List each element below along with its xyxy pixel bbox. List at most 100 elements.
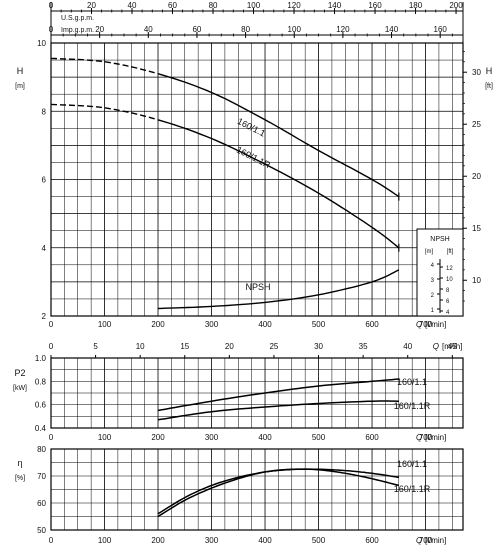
eff-x-tick-label: 700: [419, 536, 433, 545]
m3h-tick-label: 35: [359, 342, 368, 351]
power-x-tick-label: 200: [151, 433, 165, 442]
power-x-tick-label: 400: [258, 433, 272, 442]
m3h-axis-label: Q: [433, 342, 439, 351]
usgpm-tick-label: 160: [368, 1, 382, 10]
efficiency-panel-frame: [50, 448, 464, 531]
npsh-inset-m-label: 3: [431, 278, 435, 284]
impgpm-tick-label: 20: [95, 25, 104, 34]
power-x-axis-unit: [l/min]: [425, 433, 446, 442]
head-ft-tick-label: 15: [472, 224, 481, 233]
eff-x-tick-label: 0: [49, 536, 54, 545]
power-panel-frame: [50, 357, 464, 429]
power-x-axis-label: Q: [416, 433, 422, 442]
eff-y-tick-label: 60: [37, 499, 46, 508]
head-curve-160-1-1r: [157, 119, 400, 249]
head-ft-tick-label: 25: [472, 120, 481, 129]
head-y-tick-label: 6: [42, 176, 47, 185]
eff-x-tick-label: 300: [205, 536, 219, 545]
power-y-axis-label: P2: [14, 368, 25, 378]
impgpm-tick-label: 0: [49, 25, 54, 34]
npsh-inset-unit-ft: [ft]: [447, 249, 454, 255]
power-curve-160-1-1: [157, 378, 399, 412]
eff-x-tick-label: 200: [151, 536, 165, 545]
head-right-axis-unit: [ft]: [485, 83, 493, 90]
eff-y-tick-label: 50: [37, 526, 46, 535]
head-curve-160-1-1r-dashed: [50, 103, 159, 121]
eff-curve-160-1-1r: [157, 468, 399, 518]
eff-y-axis-label: η: [17, 458, 22, 468]
head-right-axis-label: H: [486, 66, 493, 76]
head-x-tick-label: 700: [419, 320, 433, 329]
usgpm-tick-label: 40: [128, 1, 137, 10]
power-y-tick-label: 0.4: [35, 424, 47, 433]
npsh-curve-label: NPSH: [245, 282, 270, 292]
eff-x-axis-label: Q: [416, 536, 422, 545]
npsh-inset-ft-label: 4: [446, 310, 450, 316]
head-x-tick-label: 600: [365, 320, 379, 329]
eff-y-tick-label: 70: [37, 472, 46, 481]
head-x-tick-label: 300: [205, 320, 219, 329]
npsh-inset-ft-label: 6: [446, 299, 450, 305]
power-x-tick-label: 700: [419, 433, 433, 442]
head-x-tick-label: 100: [98, 320, 112, 329]
eff-label-160-1-1: 160/1.1: [397, 459, 427, 469]
impgpm-tick-label: 80: [241, 25, 250, 34]
usgpm-tick-label: 0: [49, 1, 54, 10]
power-label-160-1-1: 160/1.1: [397, 377, 427, 387]
usgpm-tick-label: 180: [409, 1, 423, 10]
usgpm-axis-label: U.S.g.p.m.: [61, 15, 94, 22]
npsh-inset-unit-m: [m]: [425, 249, 434, 255]
power-x-tick-label: 500: [312, 433, 326, 442]
npsh-inset-m-label: 4: [431, 263, 435, 269]
head-x-tick-label: 0: [49, 320, 54, 329]
power-y-tick-label: 0.6: [35, 401, 47, 410]
power-y-tick-label: 1.0: [35, 354, 47, 363]
impgpm-tick-label: 160: [434, 25, 448, 34]
m3h-tick-label: 10: [136, 342, 145, 351]
power-y-tick-label: 0.8: [35, 377, 47, 386]
head-x-axis-label: Q: [416, 320, 422, 329]
power-label-160-1-1r: 160/1.1R: [394, 401, 431, 411]
npsh-inset-m-label: 2: [431, 293, 435, 299]
power-x-tick-label: 0: [49, 433, 54, 442]
npsh-inset-m-label: 1: [431, 308, 435, 314]
usgpm-tick-label: 200: [449, 1, 463, 10]
head-y-axis-label: H: [17, 66, 24, 76]
m3h-tick-label: 45: [448, 342, 457, 351]
head-y-tick-label: 2: [42, 312, 47, 321]
head-curve-160-1-1: [157, 73, 400, 198]
m3h-tick-label: 20: [225, 342, 234, 351]
usgpm-tick-label: 20: [87, 1, 96, 10]
usgpm-tick-label: 140: [328, 1, 342, 10]
m3h-tick-label: 25: [269, 342, 278, 351]
m3h-tick-label: 40: [403, 342, 412, 351]
eff-x-axis-unit: [l/min]: [425, 536, 446, 545]
head-y-tick-label: 10: [37, 39, 46, 48]
series-layer: [50, 57, 400, 518]
head-y-tick-label: 8: [42, 107, 47, 116]
head-x-tick-label: 200: [151, 320, 165, 329]
usgpm-tick-label: 80: [209, 1, 218, 10]
head-curve-label-160-1-1r: 160/1.1R: [235, 145, 273, 171]
impgpm-tick-label: 60: [192, 25, 201, 34]
power-curve-160-1-1r: [157, 400, 399, 421]
impgpm-tick-label: 100: [288, 25, 302, 34]
npsh-inset-ft-label: 8: [446, 288, 450, 294]
m3h-tick-label: 30: [314, 342, 323, 351]
usgpm-tick-label: 60: [168, 1, 177, 10]
head-x-axis-unit: [l/min]: [425, 320, 446, 329]
impgpm-axis-label: Imp.g.p.m.: [61, 27, 94, 34]
head-curve-160-1-1-dashed: [50, 57, 159, 75]
head-y-axis-unit: [m]: [15, 83, 25, 90]
eff-label-160-1-1r: 160/1.1R: [394, 484, 431, 494]
eff-x-tick-label: 500: [312, 536, 326, 545]
power-x-tick-label: 300: [205, 433, 219, 442]
usgpm-tick-label: 120: [287, 1, 301, 10]
usgpm-tick-label: 100: [247, 1, 261, 10]
npsh-curve: [157, 269, 400, 310]
head-panel-frame: [50, 42, 464, 317]
impgpm-tick-label: 40: [144, 25, 153, 34]
head-x-tick-label: 400: [258, 320, 272, 329]
